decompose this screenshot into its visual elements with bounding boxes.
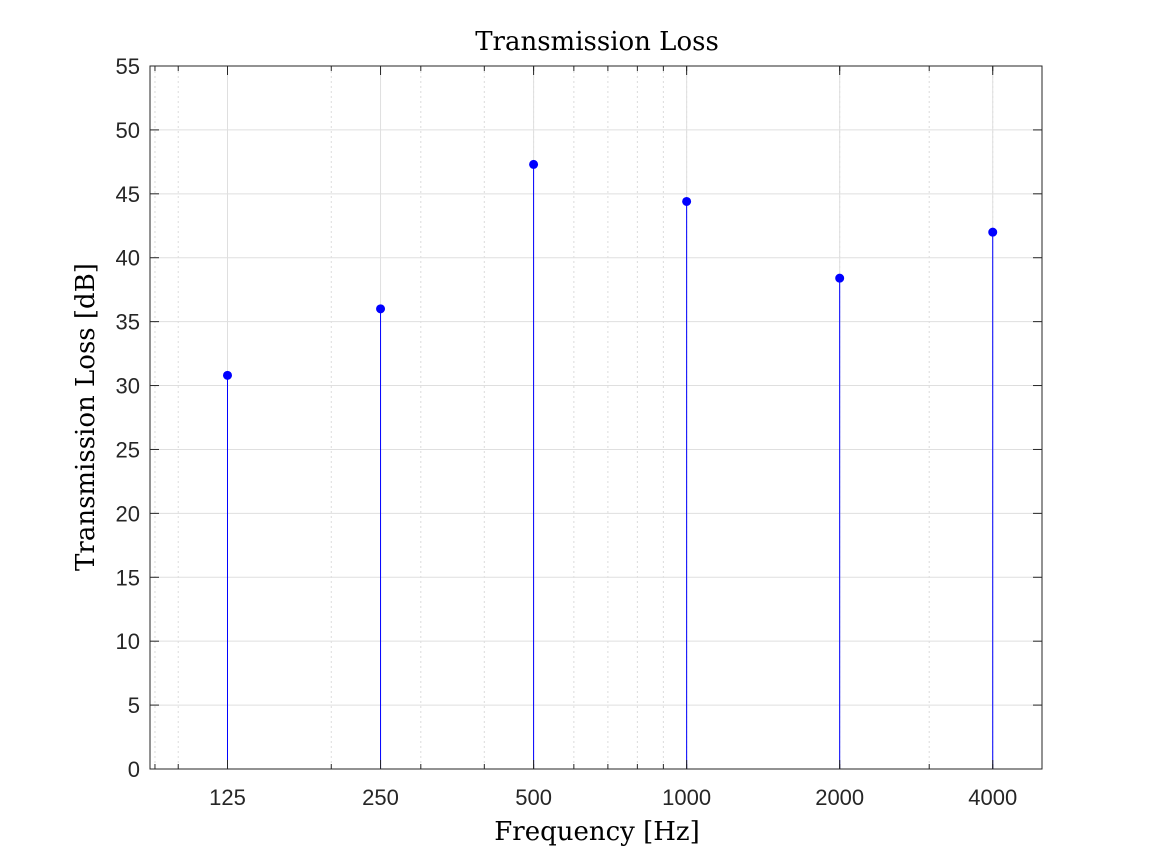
- axes-box: [149, 65, 1043, 770]
- y-tick-label: 0: [128, 757, 140, 782]
- y-tick-label: 35: [116, 310, 140, 335]
- y-tick-labels: 0 5 10 15 20 25 30 35 40 45 50 55: [116, 54, 140, 782]
- axis-ticks: [150, 65, 1042, 770]
- y-axis-label: Transmission Loss [dB]: [71, 263, 101, 571]
- x-tick-label: 2000: [815, 785, 864, 810]
- y-tick-label: 30: [116, 374, 140, 399]
- y-tick-label: 10: [116, 629, 140, 654]
- y-tick-label: 15: [116, 565, 140, 590]
- stem-marker: [835, 273, 845, 283]
- y-tick-label: 5: [128, 693, 140, 718]
- y-tick-label: 40: [116, 246, 140, 271]
- x-tick-label: 250: [362, 785, 399, 810]
- x-tick-label: 1000: [662, 785, 711, 810]
- y-tick-label: 20: [116, 501, 140, 526]
- stem-marker: [529, 159, 539, 169]
- plot-area: [149, 65, 1043, 770]
- y-tick-label: 50: [116, 118, 140, 143]
- y-tick-label: 25: [116, 437, 140, 462]
- stem-marker: [376, 304, 386, 314]
- y-tick-label: 55: [116, 54, 140, 79]
- axes-background: [150, 66, 1042, 769]
- stem-marker: [988, 227, 998, 237]
- stem-marker: [682, 196, 692, 206]
- stem-marker: [222, 370, 232, 380]
- chart-title: Transmission Loss: [475, 27, 719, 57]
- y-tick-label: 45: [116, 182, 140, 207]
- x-tick-label: 125: [209, 785, 246, 810]
- stem-series: [222, 159, 998, 769]
- x-tick-label: 500: [515, 785, 552, 810]
- x-tick-label: 4000: [968, 785, 1017, 810]
- x-tick-labels: 125 250 500 1000 2000 4000: [209, 785, 1017, 810]
- x-axis-label: Frequency [Hz]: [494, 817, 700, 847]
